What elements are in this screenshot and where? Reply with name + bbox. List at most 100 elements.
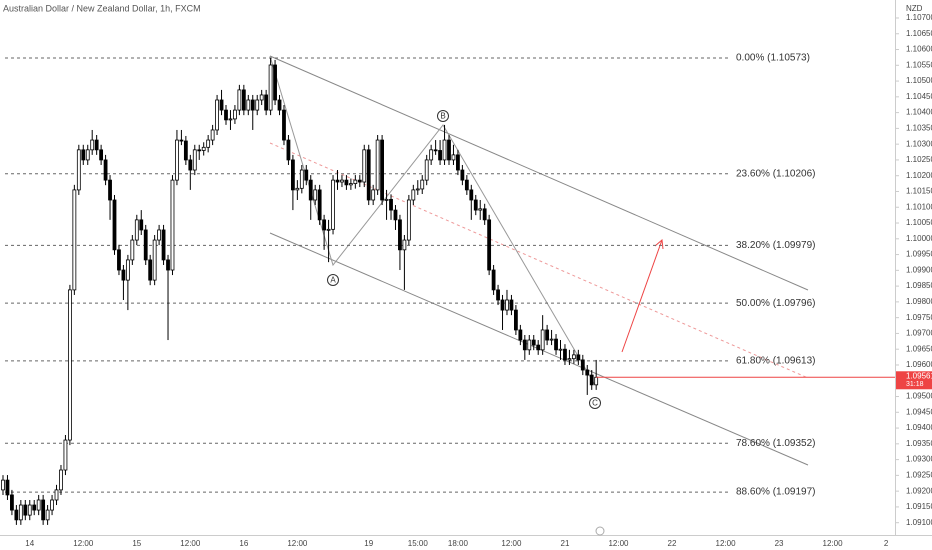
candle-body [500, 299, 505, 311]
candle-body [246, 99, 251, 111]
y-tick-label: 1.09500 [906, 392, 932, 401]
candle-body [522, 339, 527, 351]
candle-body [317, 189, 322, 221]
candle-body [85, 149, 90, 161]
candle-body [589, 374, 594, 386]
x-tick-label: 12:00 [73, 539, 94, 548]
candle-body [10, 494, 14, 511]
candle-body [469, 189, 474, 201]
candle-body [536, 344, 541, 351]
candle-body [585, 369, 590, 376]
x-tick-label: 12:00 [823, 539, 844, 548]
y-tick-label: 1.09150 [906, 502, 932, 511]
y-tick-label: 1.09950 [906, 250, 932, 259]
wave-label: A [330, 276, 336, 285]
y-tick-label: 1.09750 [906, 313, 932, 322]
y-tick-label: 1.09300 [906, 455, 932, 464]
x-tick-label: 12:00 [716, 539, 737, 548]
y-tick-label: 1.10600 [906, 45, 932, 54]
candle-body [380, 139, 385, 201]
candle-body [326, 228, 331, 231]
candle-body [308, 179, 313, 201]
fib-label: 0.00% (1.10573) [736, 53, 810, 64]
candle-body [27, 504, 32, 516]
fib-label: 23.60% (1.10206) [736, 168, 816, 179]
candle-body [482, 208, 487, 221]
candle-body [366, 149, 371, 201]
candle-body [514, 309, 518, 331]
candle-body [496, 289, 500, 301]
candle-body [161, 229, 166, 261]
candle-body [286, 139, 291, 161]
candle-body [594, 376, 599, 386]
candle-body [464, 179, 469, 191]
x-tick-label: 14 [25, 539, 34, 548]
fib-label: 50.00% (1.09796) [736, 298, 816, 309]
candle-body [371, 189, 376, 201]
candle-body [206, 139, 211, 148]
candle-body [5, 479, 10, 496]
candle-body [166, 259, 170, 271]
candle-body [233, 109, 237, 120]
candle-body [112, 199, 117, 251]
candle-body [90, 139, 95, 151]
candle-body [143, 229, 148, 261]
candle-body [554, 338, 558, 351]
y-tick-label: 1.10200 [906, 171, 932, 180]
y-tick-label: 1.09350 [906, 439, 932, 448]
candle-body [117, 249, 121, 271]
candle-body [121, 269, 126, 281]
candle-body [442, 139, 447, 161]
x-tick-label: 16 [239, 539, 248, 548]
candle-body [478, 208, 483, 211]
x-tick-label: 15:00 [408, 539, 429, 548]
y-tick-label: 1.09100 [906, 518, 932, 527]
candle-body [282, 109, 286, 141]
candle-body [415, 188, 420, 191]
candle-body [134, 219, 139, 241]
candle-body [175, 139, 179, 181]
y-tick-label: 1.10650 [906, 29, 932, 38]
fib-label: 38.20% (1.09979) [736, 240, 816, 251]
candle-body [558, 348, 563, 351]
candle-body [81, 149, 86, 161]
wave-label: B [440, 112, 445, 121]
candle-body [362, 149, 367, 183]
candle-body [130, 239, 135, 261]
wave-marker [327, 274, 339, 286]
wave-label: C [592, 399, 598, 408]
y-tick-label: 1.09650 [906, 344, 932, 353]
candle-body [41, 499, 46, 521]
wave-marker [437, 110, 449, 122]
candle-body [299, 169, 304, 189]
y-tick-label: 1.10150 [906, 187, 932, 196]
arrow-head [654, 239, 664, 250]
chart-title: Australian Dollar / New Zealand Dollar, … [3, 3, 201, 13]
candle-body [509, 299, 514, 311]
candle-body [487, 219, 492, 271]
candle-body [527, 339, 532, 351]
candle-body [402, 239, 407, 251]
candle-body [531, 339, 536, 346]
candle-body [228, 118, 233, 121]
x-tick-label: 12:00 [608, 539, 629, 548]
candle-body [384, 198, 389, 201]
candle-body [393, 209, 398, 221]
x-tick-label: 22 [668, 539, 677, 548]
candle-body [398, 219, 402, 251]
y-tick-label: 1.10100 [906, 202, 932, 211]
candle-body [545, 329, 550, 341]
y-tick-label: 1.09450 [906, 407, 932, 416]
event-icon [595, 526, 605, 536]
candle-body [139, 219, 144, 231]
x-tick-label: 21 [561, 539, 570, 548]
x-tick-label: 2 [884, 539, 889, 548]
candle-body [433, 149, 438, 152]
candle-body [438, 150, 442, 161]
candle-body [353, 179, 358, 184]
candle-body [237, 89, 242, 111]
candle-body [103, 159, 108, 181]
candle-body [54, 489, 59, 501]
candle-body [420, 179, 425, 190]
